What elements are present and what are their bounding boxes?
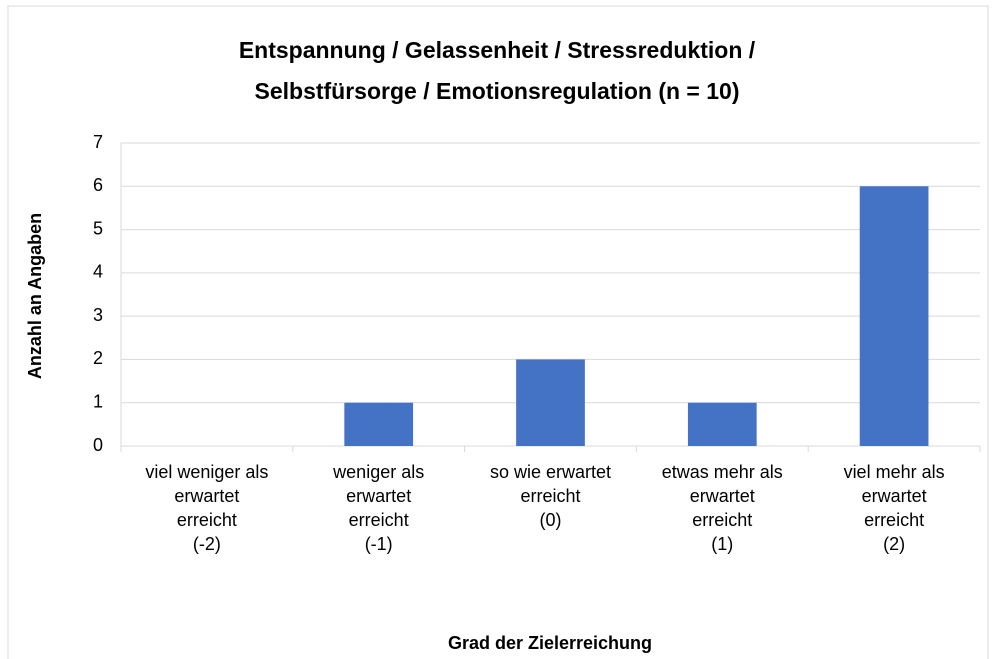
bar xyxy=(687,402,757,446)
y-tick-label: 0 xyxy=(93,435,103,455)
x-tick-label: viel weniger als erwartet erreicht (-2) xyxy=(145,462,269,554)
y-tick-label: 2 xyxy=(93,348,103,368)
y-axis-label: Anzahl an Angaben xyxy=(25,213,45,379)
x-tick-label: so wie erwartet erreicht (0) xyxy=(489,462,612,530)
y-tick-label: 3 xyxy=(93,305,103,325)
bar xyxy=(859,186,929,447)
y-tick-label: 1 xyxy=(93,391,103,411)
x-tick-label: viel mehr als erwartet erreicht (2) xyxy=(843,462,945,554)
chart-border xyxy=(7,5,989,659)
bar xyxy=(516,359,585,446)
bar xyxy=(344,402,414,446)
chart-title: Selbstfürsorge / Emotionsregulation (n =… xyxy=(255,78,740,104)
chart-title: Entspannung / Gelassenheit / Stressreduk… xyxy=(239,37,756,63)
y-tick-label: 5 xyxy=(93,218,103,238)
x-tick-label: weniger als erwartet erreicht (-1) xyxy=(333,462,425,554)
y-tick-label: 4 xyxy=(93,262,103,282)
y-tick-label: 6 xyxy=(93,175,103,195)
x-axis-label: Grad der Zielerreichung xyxy=(448,633,652,653)
x-tick-label: etwas mehr als erwartet erreicht (1) xyxy=(661,462,783,554)
y-tick-label: 7 xyxy=(93,132,103,152)
